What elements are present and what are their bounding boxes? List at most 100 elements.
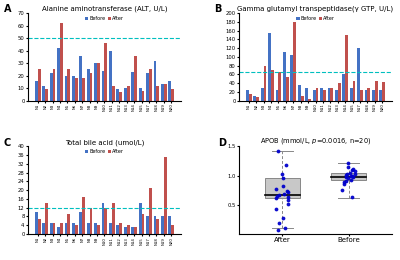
Bar <box>112 86 115 101</box>
Bar <box>168 81 171 101</box>
Bar <box>254 96 256 101</box>
Bar <box>42 86 45 101</box>
Bar <box>80 212 82 234</box>
Bar <box>335 90 338 101</box>
Point <box>272 187 279 191</box>
Bar <box>57 228 60 234</box>
Bar <box>112 203 115 234</box>
Bar <box>75 78 78 101</box>
Legend: Before, After: Before, After <box>84 15 125 21</box>
Point <box>340 180 347 184</box>
Bar <box>301 96 304 101</box>
Point <box>349 168 356 172</box>
Point <box>350 175 356 179</box>
Bar <box>38 69 40 101</box>
Bar <box>87 223 90 234</box>
Point <box>348 173 355 178</box>
Bar <box>154 217 156 234</box>
Bar <box>164 157 166 234</box>
Bar <box>290 55 293 101</box>
Point <box>285 195 292 199</box>
Point <box>349 174 355 178</box>
Bar <box>154 61 156 101</box>
Bar <box>68 214 70 234</box>
Legend: Before, After: Before, After <box>295 15 336 21</box>
Point <box>279 184 286 188</box>
Bar <box>357 48 360 101</box>
Bar <box>52 223 56 234</box>
Bar <box>104 43 107 101</box>
Bar <box>342 74 345 101</box>
Point <box>280 216 286 220</box>
Bar <box>50 73 52 101</box>
Bar <box>261 88 264 101</box>
Point <box>343 172 350 177</box>
Bar <box>156 86 159 101</box>
Bar <box>134 56 137 101</box>
Point <box>350 166 356 171</box>
Bar <box>82 197 85 234</box>
Bar <box>45 89 48 101</box>
Bar <box>102 71 104 101</box>
Bar <box>330 88 333 101</box>
Text: C: C <box>4 138 11 147</box>
Bar <box>38 219 40 234</box>
Point <box>274 194 281 198</box>
Bar <box>60 23 63 101</box>
Bar <box>87 69 90 101</box>
Point <box>344 165 351 169</box>
Bar <box>139 203 142 234</box>
Point <box>345 161 351 165</box>
Bar <box>164 84 166 101</box>
Bar <box>256 97 259 101</box>
Bar <box>360 90 363 101</box>
Bar <box>350 88 352 101</box>
Bar <box>283 53 286 101</box>
Point <box>284 198 291 202</box>
Point <box>280 192 287 196</box>
Bar <box>345 35 348 101</box>
Bar <box>104 208 107 234</box>
Point <box>347 171 354 175</box>
Point <box>283 163 289 167</box>
Bar <box>75 225 78 234</box>
Bar <box>131 72 134 101</box>
Bar <box>57 48 60 101</box>
Bar <box>60 223 63 234</box>
Bar <box>352 81 356 101</box>
Bar <box>116 89 119 101</box>
Bar <box>82 78 85 101</box>
Bar <box>246 90 249 101</box>
Bar <box>90 208 92 234</box>
Bar <box>146 217 149 234</box>
Bar <box>127 225 130 234</box>
Text: A: A <box>4 4 11 14</box>
Bar <box>271 70 274 101</box>
Bar <box>68 69 70 101</box>
Bar <box>332 173 366 180</box>
Bar <box>268 33 271 101</box>
Bar <box>168 217 171 234</box>
Point <box>282 226 289 230</box>
Point <box>276 193 283 197</box>
Bar <box>90 73 92 101</box>
Bar <box>161 217 164 234</box>
Bar <box>364 90 368 101</box>
Bar <box>380 90 382 101</box>
Point <box>352 172 358 176</box>
Bar <box>338 83 340 101</box>
Title: Total bile acid (umol/L): Total bile acid (umol/L) <box>65 139 144 146</box>
Bar <box>72 223 75 234</box>
Point <box>274 228 281 232</box>
Bar <box>293 22 296 101</box>
Bar <box>171 89 174 101</box>
Bar <box>286 77 289 101</box>
Bar <box>52 69 56 101</box>
Bar <box>134 228 137 234</box>
Point <box>352 169 358 173</box>
Bar <box>97 63 100 101</box>
Title: Gamma glutamyl transpeptidase(γ GTP, U/L): Gamma glutamyl transpeptidase(γ GTP, U/L… <box>238 6 394 12</box>
Point <box>345 176 352 180</box>
Bar <box>368 88 370 101</box>
Bar <box>249 94 252 101</box>
